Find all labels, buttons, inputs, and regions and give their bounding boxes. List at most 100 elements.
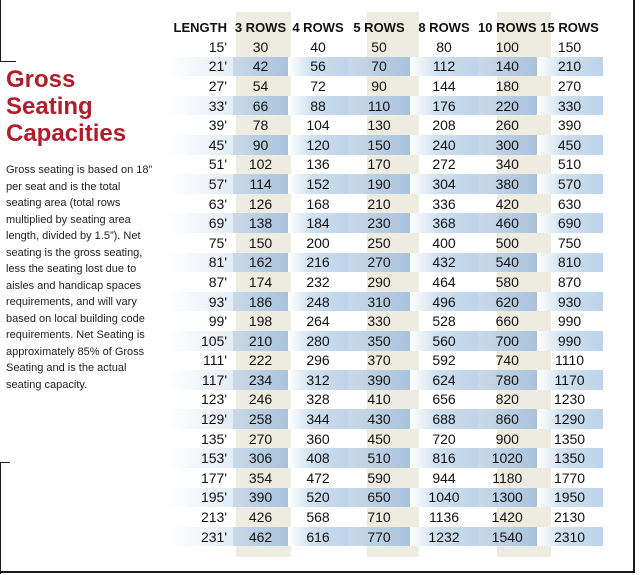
capacity-cell: 230 (348, 213, 410, 233)
capacity-cell: 344 (288, 409, 348, 429)
length-cell: 57' (167, 174, 233, 194)
capacity-cell: 650 (348, 487, 410, 508)
capacity-cell: 280 (288, 330, 348, 351)
capacity-cell: 110 (348, 95, 410, 116)
header-3-rows: 3 ROWS (234, 19, 287, 35)
capacity-cell: 720 (432, 430, 456, 447)
capacity-cell: 50 (371, 38, 387, 55)
capacity-cell: 312 (288, 370, 348, 390)
capacity-cell: 176 (410, 95, 478, 116)
capacity-cell: 1290 (536, 409, 603, 429)
capacity-cell: 130 (367, 117, 391, 134)
capacity-cell: 330 (536, 95, 603, 116)
table-row: 15' 30 40 50 80 100 150 (167, 37, 603, 57)
length-cell: 135' (200, 430, 227, 447)
capacity-cell: 150 (557, 38, 582, 55)
capacity-cell: 296 (306, 352, 330, 369)
capacity-cell: 72 (310, 77, 326, 94)
table-row: 195' 390 520 650 1040 1300 1950 (167, 487, 603, 508)
capacity-cell: 420 (495, 195, 519, 212)
capacity-cell: 496 (410, 291, 478, 312)
capacity-cell: 870 (557, 273, 582, 290)
capacity-cell: 592 (432, 352, 456, 369)
capacity-cell: 220 (478, 95, 537, 116)
capacity-cell: 120 (288, 134, 348, 155)
capacity-cell: 150 (248, 234, 273, 251)
capacity-cell: 190 (348, 174, 410, 194)
table-row: 111' 222 296 370 592 740 1110 (167, 351, 603, 371)
capacity-cell: 990 (536, 330, 603, 351)
table-row: 57' 114 152 190 304 380 570 (167, 174, 603, 194)
capacity-cell: 336 (432, 195, 456, 212)
header-4-rows: 4 ROWS (292, 19, 344, 35)
capacity-cell: 688 (410, 409, 478, 429)
table-row: 45' 90 120 150 240 300 450 (167, 134, 603, 155)
length-cell: 153' (167, 448, 233, 469)
capacity-cell: 210 (367, 195, 391, 212)
capacity-cell: 340 (495, 156, 519, 173)
capacity-cell: 390 (557, 117, 582, 134)
capacity-cell: 210 (536, 56, 603, 77)
capacity-cell: 816 (410, 448, 478, 469)
capacity-cell: 88 (288, 95, 348, 116)
table-row: 93' 186 248 310 496 620 930 (167, 291, 603, 312)
capacity-cell: 390 (348, 370, 410, 390)
table-row: 87' 174 232 290 464 580 870 (167, 272, 603, 292)
capacity-cell: 354 (248, 469, 273, 486)
capacity-cell: 560 (410, 330, 478, 351)
table-row: 21' 42 56 70 112 140 210 (167, 56, 603, 77)
length-cell: 213' (200, 509, 227, 526)
length-cell: 33' (167, 95, 233, 116)
length-cell: 69' (167, 213, 233, 233)
capacity-cell: 360 (306, 430, 330, 447)
capacity-cell: 1136 (428, 509, 460, 526)
table-row: 75' 150 200 250 400 500 750 (167, 233, 603, 253)
capacity-cell: 234 (233, 370, 288, 390)
capacity-cell: 1300 (478, 487, 537, 508)
capacity-cell: 510 (557, 156, 582, 173)
table-row: 135' 270 360 450 720 900 1350 (167, 429, 603, 449)
capacity-cell: 1950 (536, 487, 603, 508)
capacity-cell: 1350 (553, 430, 586, 447)
table-row: 123' 246 328 410 656 820 1230 (167, 390, 603, 410)
capacity-cell: 430 (348, 409, 410, 429)
table-header-row: LENGTH 3 ROWS 4 ROWS 5 ROWS 8 ROWS 10 RO… (167, 17, 603, 37)
capacity-cell: 660 (495, 313, 519, 330)
capacity-cell: 126 (248, 195, 273, 212)
capacity-cell: 990 (557, 313, 582, 330)
capacity-cell: 1040 (410, 487, 478, 508)
capacity-cell: 144 (432, 77, 456, 94)
capacity-cell: 408 (288, 448, 348, 469)
header-5-rows: 5 ROWS (353, 19, 405, 35)
capacity-cell: 472 (306, 469, 330, 486)
length-cell: 129' (167, 409, 233, 429)
capacity-cell: 520 (288, 487, 348, 508)
capacity-cell: 528 (432, 313, 456, 330)
header-8-rows: 8 ROWS (418, 19, 470, 35)
capacity-cell: 112 (410, 56, 478, 77)
capacity-cell: 462 (233, 526, 288, 547)
capacity-cell: 200 (306, 234, 330, 251)
capacity-cell: 136 (306, 156, 330, 173)
capacity-cell: 264 (306, 313, 330, 330)
capacity-cell: 370 (367, 352, 391, 369)
title-line: Capacities (6, 120, 127, 147)
title-line: Seating (6, 93, 93, 120)
capacity-cell: 770 (348, 526, 410, 547)
capacity-cell: 1350 (536, 448, 603, 469)
capacity-cell: 624 (410, 370, 478, 390)
table-row: 213' 426 568 710 1136 1420 2130 (167, 507, 603, 527)
capacity-cell: 232 (306, 273, 330, 290)
capacity-cell: 208 (432, 117, 456, 134)
capacity-cell: 100 (495, 38, 519, 55)
length-cell: 93' (167, 291, 233, 312)
capacity-cell: 54 (252, 77, 269, 94)
capacity-cell: 944 (432, 469, 456, 486)
capacity-cell: 590 (367, 469, 391, 486)
capacity-cell: 2310 (536, 526, 603, 547)
capacity-cell: 350 (348, 330, 410, 351)
capacity-cell: 1170 (536, 370, 603, 390)
length-cell: 123' (200, 391, 227, 408)
capacity-cell: 330 (367, 313, 391, 330)
seating-capacity-table: LENGTH 3 ROWS 4 ROWS 5 ROWS 8 ROWS 10 RO… (167, 17, 603, 547)
